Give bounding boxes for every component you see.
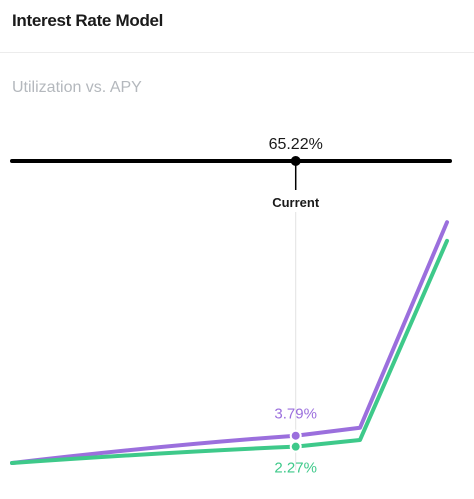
series-current-point-2 <box>289 440 302 453</box>
series-current-label-2: 2.27% <box>274 460 317 477</box>
series-layer: 3.79% 2.27% <box>10 220 449 477</box>
chart-subtitle: Utilization vs. APY <box>12 79 142 96</box>
card-title: Interest Rate Model <box>12 11 164 30</box>
series-current-point-1 <box>289 429 302 442</box>
series-line-2 <box>10 238 449 465</box>
series-current-label-1: 3.79% <box>274 406 317 423</box>
utilization-slider-handle[interactable] <box>290 156 301 166</box>
header-divider <box>0 52 474 53</box>
series-line-1 <box>10 220 449 465</box>
current-marker-label: Current <box>272 195 320 210</box>
current-utilization-label: 65.22% <box>269 136 323 153</box>
